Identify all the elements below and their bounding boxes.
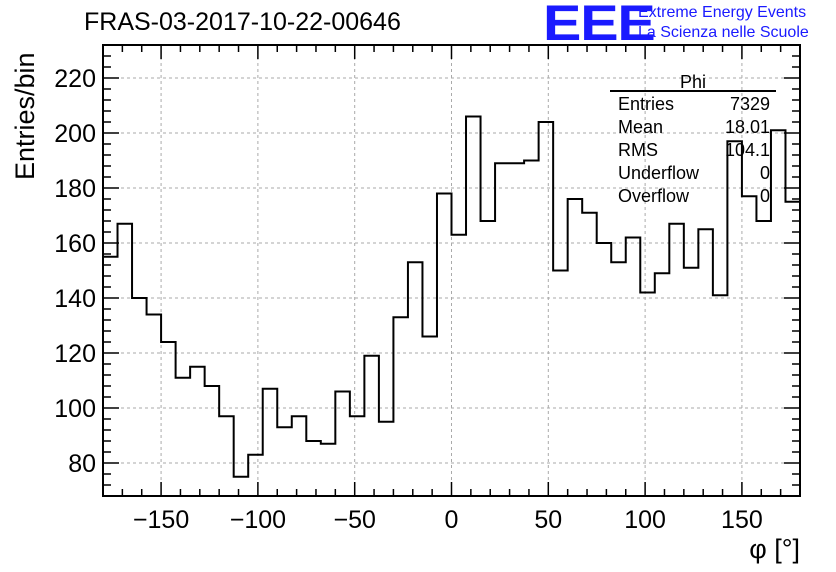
y-tick-label: 180 — [54, 175, 96, 203]
axis-ticks — [103, 45, 800, 496]
histogram-bin — [379, 422, 394, 496]
histogram-bin — [103, 257, 118, 496]
histogram-bin — [568, 199, 583, 496]
y-tick-label: 140 — [54, 285, 96, 313]
histogram-bin — [727, 141, 742, 496]
histogram-bins — [103, 72, 801, 497]
histogram-bin — [350, 416, 365, 496]
histogram-bin — [190, 367, 205, 496]
stats-row-value: 0 — [760, 163, 770, 183]
histogram-bin — [408, 262, 423, 496]
y-axis-title: Entries/bin — [10, 52, 40, 180]
stats-row-label: Entries — [618, 94, 674, 114]
plot-frame — [102, 44, 801, 497]
x-tick-label: −100 — [230, 506, 286, 534]
histogram-bin — [263, 389, 278, 496]
histogram-bin — [422, 337, 437, 497]
x-tick-labels: −150 −100 −50 0 50 100 150 — [133, 506, 763, 534]
histogram-bin — [393, 317, 408, 496]
histogram-bin — [684, 268, 699, 496]
histogram-bin — [118, 224, 133, 496]
histogram-bin — [176, 378, 191, 496]
y-tick-labels: 80 100 120 140 160 180 200 220 — [54, 65, 96, 478]
histogram-bin — [640, 293, 655, 497]
y-tick-label: 80 — [68, 450, 96, 478]
x-tick-label: −150 — [133, 506, 189, 534]
histogram-bin — [248, 455, 263, 496]
y-tick-label: 220 — [54, 65, 96, 93]
histogram-bin — [205, 386, 220, 496]
histogram-bin — [611, 262, 626, 496]
grid-lines — [103, 45, 800, 496]
histogram-bin — [277, 427, 292, 496]
histogram-bin — [321, 444, 336, 496]
histogram-bin — [495, 163, 510, 496]
histogram-bin — [219, 416, 234, 496]
stats-row-value: 7329 — [730, 94, 770, 114]
logo-caption-line1: Extreme Energy Events — [638, 4, 807, 21]
y-tick-label: 160 — [54, 230, 96, 258]
histogram-bin — [698, 229, 713, 496]
y-tick-label: 100 — [54, 395, 96, 423]
x-axis-title: φ [°] — [749, 534, 800, 564]
histogram-bin — [161, 342, 176, 496]
histogram-bin — [510, 163, 525, 496]
histogram-bin — [582, 213, 597, 496]
y-tick-label: 200 — [54, 120, 96, 148]
histogram-bin — [466, 117, 481, 497]
stats-row-value: 18.01 — [725, 117, 770, 137]
histogram-bin — [335, 392, 350, 497]
stats-row-label: Overflow — [618, 186, 690, 206]
histogram-bin — [597, 243, 612, 496]
histogram-bin — [452, 235, 467, 496]
histogram-bin — [147, 315, 162, 497]
x-tick-label: 100 — [624, 506, 666, 534]
histogram-bin — [669, 224, 684, 496]
x-tick-label: 150 — [721, 506, 763, 534]
stats-row-label: Underflow — [618, 163, 700, 183]
stats-row-value: 104.1 — [725, 140, 770, 160]
histogram-bin — [481, 221, 496, 496]
histogram-bin — [524, 161, 539, 497]
histogram-bin — [713, 295, 728, 496]
histogram-bin — [771, 130, 786, 496]
histogram-bin — [292, 416, 307, 496]
stats-row-label: Mean — [618, 117, 663, 137]
stats-box-title: Phi — [680, 72, 706, 92]
histogram-bin — [437, 194, 452, 497]
histogram-bin — [742, 196, 757, 496]
histogram-bin — [306, 441, 321, 496]
histogram-bin — [539, 122, 554, 496]
stats-box: Phi Entries 7329 Mean 18.01 RMS 104.1 Underflo… — [610, 72, 776, 206]
histogram-bin — [364, 356, 379, 496]
histogram-bin — [553, 271, 568, 497]
plot-title: FRAS-03-2017-10-22-00646 — [84, 8, 401, 36]
histogram-bin — [234, 477, 249, 496]
eee-logo: EEE — [543, 0, 656, 51]
x-tick-label: 50 — [534, 506, 562, 534]
x-tick-label: −50 — [333, 506, 375, 534]
histogram-bin — [626, 238, 641, 497]
stats-row-label: RMS — [618, 140, 658, 160]
logo-caption-line2: La Scienza nelle Scuole — [638, 24, 809, 41]
y-tick-label: 120 — [54, 340, 96, 368]
histogram-bin — [756, 221, 771, 496]
histogram-bin — [132, 298, 147, 496]
x-tick-label: 0 — [445, 506, 459, 534]
stats-row-value: 0 — [760, 186, 770, 206]
histogram-step-line — [103, 72, 801, 478]
